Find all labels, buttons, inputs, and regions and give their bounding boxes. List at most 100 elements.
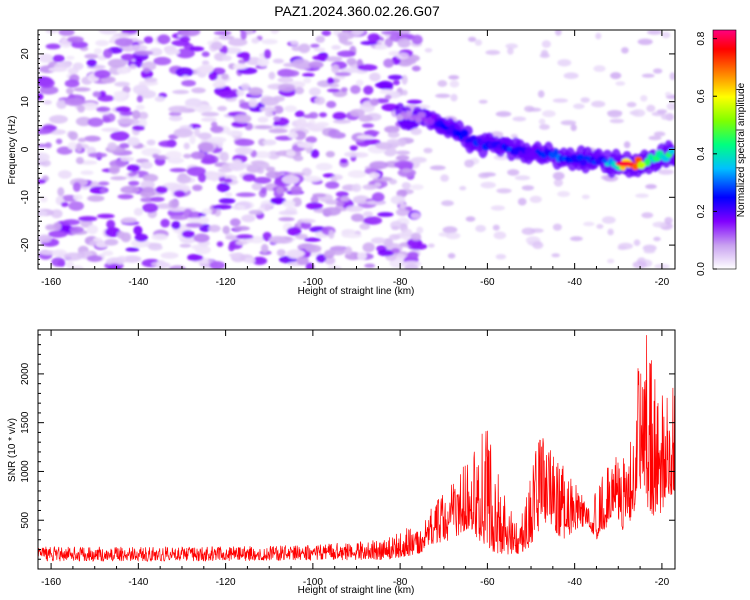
- spectrogram-faint-blob: [665, 91, 672, 97]
- spectrogram-noise-blob: [246, 164, 262, 173]
- colorbar: 0.0 0.2 0.4 0.6 0.8 Normalized spectral ampl…: [696, 29, 747, 276]
- spectrogram-faint-blob: [495, 111, 512, 117]
- colorbar-label: Normalized spectral amplitude: [736, 82, 747, 217]
- spectrogram-noise-blob: [263, 49, 272, 59]
- figure-title: PAZ1.2024.360.02.26.G07: [274, 3, 440, 19]
- spectrogram-faint-blob: [478, 99, 488, 104]
- spectrogram-noise-blob: [66, 87, 74, 95]
- spectrogram-noise-blob: [332, 119, 352, 124]
- spectrogram-noise-blob: [265, 166, 276, 172]
- ridge-core-blob: [417, 111, 426, 119]
- spectrogram-noise-blob: [351, 213, 364, 222]
- spectrogram-noise-blob: [77, 137, 87, 143]
- spectrogram-noise-blob: [63, 252, 83, 261]
- spectrogram-noise-blob: [67, 36, 84, 43]
- spectrogram-faint-blob: [570, 236, 583, 242]
- spectrogram-faint-blob: [507, 47, 514, 55]
- spectrogram-noise-blob: [257, 57, 270, 67]
- spectrogram-noise-blob: [190, 151, 205, 160]
- spectrogram-noise-blob: [312, 55, 328, 61]
- spectrogram-noise-blob: [337, 31, 355, 40]
- spectrogram-noise-blob: [294, 110, 305, 118]
- spectrogram-faint-blob: [496, 188, 512, 194]
- spectrogram-faint-blob: [631, 109, 646, 117]
- spectrogram-noise-blob: [235, 240, 248, 246]
- spectrogram-faint-blob: [442, 226, 458, 234]
- spectrogram-noise-blob: [377, 212, 394, 217]
- spectrogram-noise-blob: [116, 231, 125, 239]
- spectrogram-faint-blob: [475, 225, 486, 233]
- spectrogram-faint-blob: [560, 120, 577, 126]
- spectrogram-faint-blob: [424, 48, 433, 53]
- spectrogram-noise-blob: [218, 90, 238, 99]
- spectrogram-noise-blob: [300, 218, 316, 224]
- spectrogram-faint-blob: [517, 197, 527, 206]
- spectrogram-noise-blob: [218, 35, 235, 40]
- spectrogram-faint-blob: [538, 118, 546, 125]
- snr-x-tick-label: -160: [41, 577, 61, 588]
- spectrogram-noise-blob: [262, 139, 277, 146]
- spectrogram-faint-blob: [653, 131, 666, 137]
- spectrogram-faint-blob: [401, 168, 412, 173]
- spectrogram-noise-blob: [115, 106, 131, 113]
- snr-x-ticks: -160 -140 -120 -100 -80 -60 -40 -20: [41, 330, 670, 588]
- spectrogram-noise-blob: [100, 187, 107, 194]
- spectrogram-noise-blob: [265, 171, 282, 179]
- spectrogram-noise-blob: [315, 121, 330, 128]
- spectrogram-noise-blob: [384, 94, 392, 100]
- spectrogram-noise-blob: [284, 70, 300, 77]
- spectrogram-noise-blob: [361, 123, 375, 128]
- spectrogram-noise-blob: [350, 146, 357, 151]
- spectrogram-noise-blob: [371, 192, 385, 202]
- spectrogram-noise-blob: [233, 226, 250, 231]
- spectrogram-noise-blob: [132, 84, 149, 95]
- spectrogram-noise-blob: [290, 185, 303, 195]
- snr-background: [38, 330, 675, 569]
- spectrogram-noise-blob: [278, 210, 298, 216]
- spectrogram-noise-blob: [244, 257, 256, 264]
- spectrogram-faint-blob: [396, 52, 409, 60]
- spectrogram-faint-blob: [542, 110, 556, 118]
- spectrogram-noise-blob: [191, 87, 206, 94]
- spectrogram-noise-blob: [273, 116, 281, 122]
- spectrogram-noise-blob: [328, 83, 340, 88]
- spectrogram-faint-blob: [448, 75, 460, 80]
- spectrogram-y-tick-label: 20: [20, 48, 31, 60]
- spectrogram-faint-blob: [437, 80, 448, 87]
- spectrogram-noise-blob: [194, 104, 213, 113]
- spectrogram-faint-blob: [495, 254, 507, 260]
- spectrogram-noise-blob: [104, 238, 119, 246]
- spectrogram-faint-blob: [465, 216, 476, 222]
- spectrogram-noise-blob: [298, 43, 311, 54]
- spectrogram-noise-blob: [357, 64, 378, 71]
- spectrogram-noise-blob: [310, 149, 320, 159]
- spectrogram-noise-blob: [351, 183, 362, 193]
- spectrogram-noise-blob: [209, 261, 226, 269]
- spectrogram-noise-blob: [75, 116, 92, 127]
- spectrogram-noise-blob: [114, 81, 130, 87]
- spectrogram-noise-blob: [375, 142, 393, 150]
- spectrogram-noise-blob: [133, 225, 143, 236]
- spectrogram-noise-blob: [296, 117, 307, 128]
- spectrogram-noise-blob: [369, 72, 381, 82]
- spectrogram-noise-blob: [367, 33, 381, 43]
- ridge-core-blob: [580, 159, 587, 166]
- spectrogram-noise-blob: [332, 112, 347, 120]
- spectrogram-noise-blob: [73, 87, 91, 92]
- spectrogram-noise-blob: [38, 128, 53, 135]
- spectrogram-noise-blob: [192, 184, 203, 191]
- spectrogram-noise-blob: [187, 254, 204, 262]
- spectrogram-noise-blob: [278, 83, 296, 92]
- spectrogram-noise-blob: [117, 118, 135, 125]
- spectrogram-faint-blob: [450, 93, 458, 102]
- spectrogram-noise-blob: [55, 195, 64, 206]
- spectrogram-noise-blob: [282, 200, 296, 208]
- spectrogram-noise-blob: [285, 150, 296, 157]
- spectrogram-noise-blob: [213, 30, 232, 36]
- spectrogram-noise-blob: [99, 90, 106, 97]
- spectrogram-noise-blob: [142, 173, 159, 182]
- spectrogram-faint-blob: [633, 239, 641, 246]
- spectrogram-noise-blob: [235, 192, 256, 197]
- snr-y-ticks: 500 1000 1500 2000: [20, 334, 675, 560]
- spectrogram-noise-blob: [216, 182, 230, 193]
